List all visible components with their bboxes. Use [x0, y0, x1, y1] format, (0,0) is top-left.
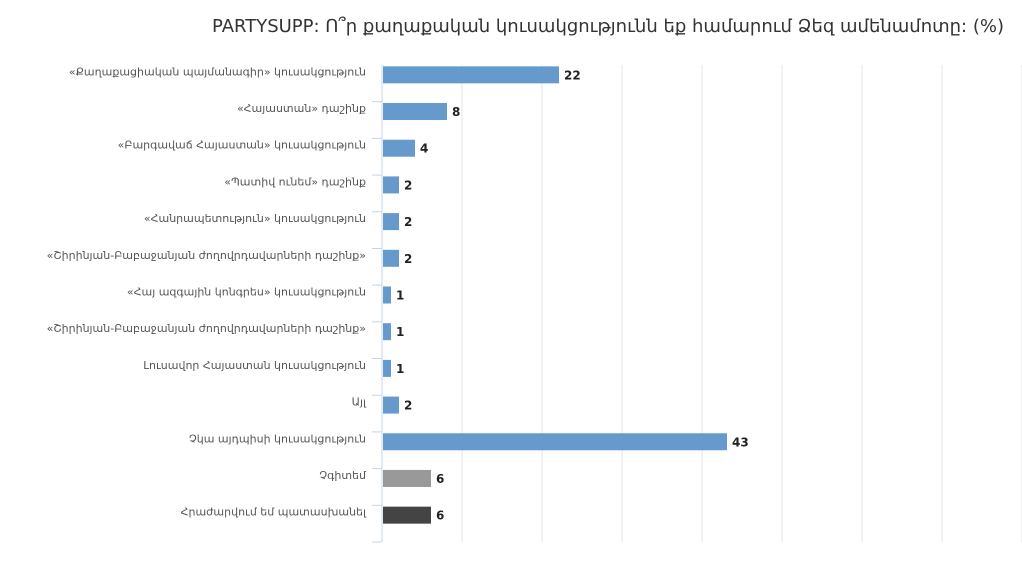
data-label: 1: [396, 362, 404, 376]
data-label: 2: [404, 252, 412, 266]
data-label: 2: [404, 399, 412, 413]
chart-title: PARTYSUPP: Ո՞ր քաղաքական կուսակցությունն…: [211, 16, 1004, 37]
bar: [383, 249, 399, 267]
category-label: Լուսավոր Հայաստան կուսակցություն: [143, 359, 366, 372]
category-label: «Շիրինյան-Բաբաջանյան ժողովրդավարների դաշ…: [47, 249, 366, 262]
bar: [383, 103, 447, 121]
bar: [383, 506, 431, 524]
category-label: Այլ: [352, 396, 367, 409]
bar: [383, 433, 727, 451]
category-label: «Պատիվ ունեմ» դաշինք: [224, 175, 366, 188]
category-label: «Շիրինյան-Բաբաջանյան ժողովրդավարների դաշ…: [47, 322, 366, 335]
data-label: 1: [396, 325, 404, 339]
category-label: Չկա այդպիսի կուսակցություն: [189, 432, 366, 445]
category-label: «Բարգավաճ Հայաստան» կուսակցություն: [118, 139, 366, 152]
bar: [383, 66, 559, 84]
bar: [383, 469, 431, 487]
bar: [383, 176, 399, 194]
data-label: 6: [436, 509, 444, 523]
bar: [383, 286, 391, 304]
category-label: Հրաժարվում եմ պատասխանել: [181, 506, 367, 519]
bar: [383, 213, 399, 231]
category-label: «Քաղաքացիական պայմանագիր» կուսակցություն: [69, 65, 366, 78]
category-label: Չգիտեմ: [319, 469, 367, 482]
category-label: «Հայաստան» դաշինք: [237, 102, 366, 115]
data-label: 22: [564, 68, 581, 82]
data-label: 2: [404, 215, 412, 229]
bar: [383, 396, 399, 414]
data-label: 4: [420, 142, 428, 156]
data-label: 6: [436, 472, 444, 486]
category-label: «Հայ ազգային կոնգրես» կուսակցություն: [127, 286, 366, 299]
bar: [383, 139, 415, 157]
data-label: 2: [404, 178, 412, 192]
data-label: 8: [452, 105, 460, 119]
data-label: 43: [732, 435, 749, 449]
category-label: «Հանրապետություն» կուսակցություն: [144, 212, 366, 225]
bar: [383, 359, 391, 377]
data-label: 1: [396, 289, 404, 303]
bar: [383, 323, 391, 341]
